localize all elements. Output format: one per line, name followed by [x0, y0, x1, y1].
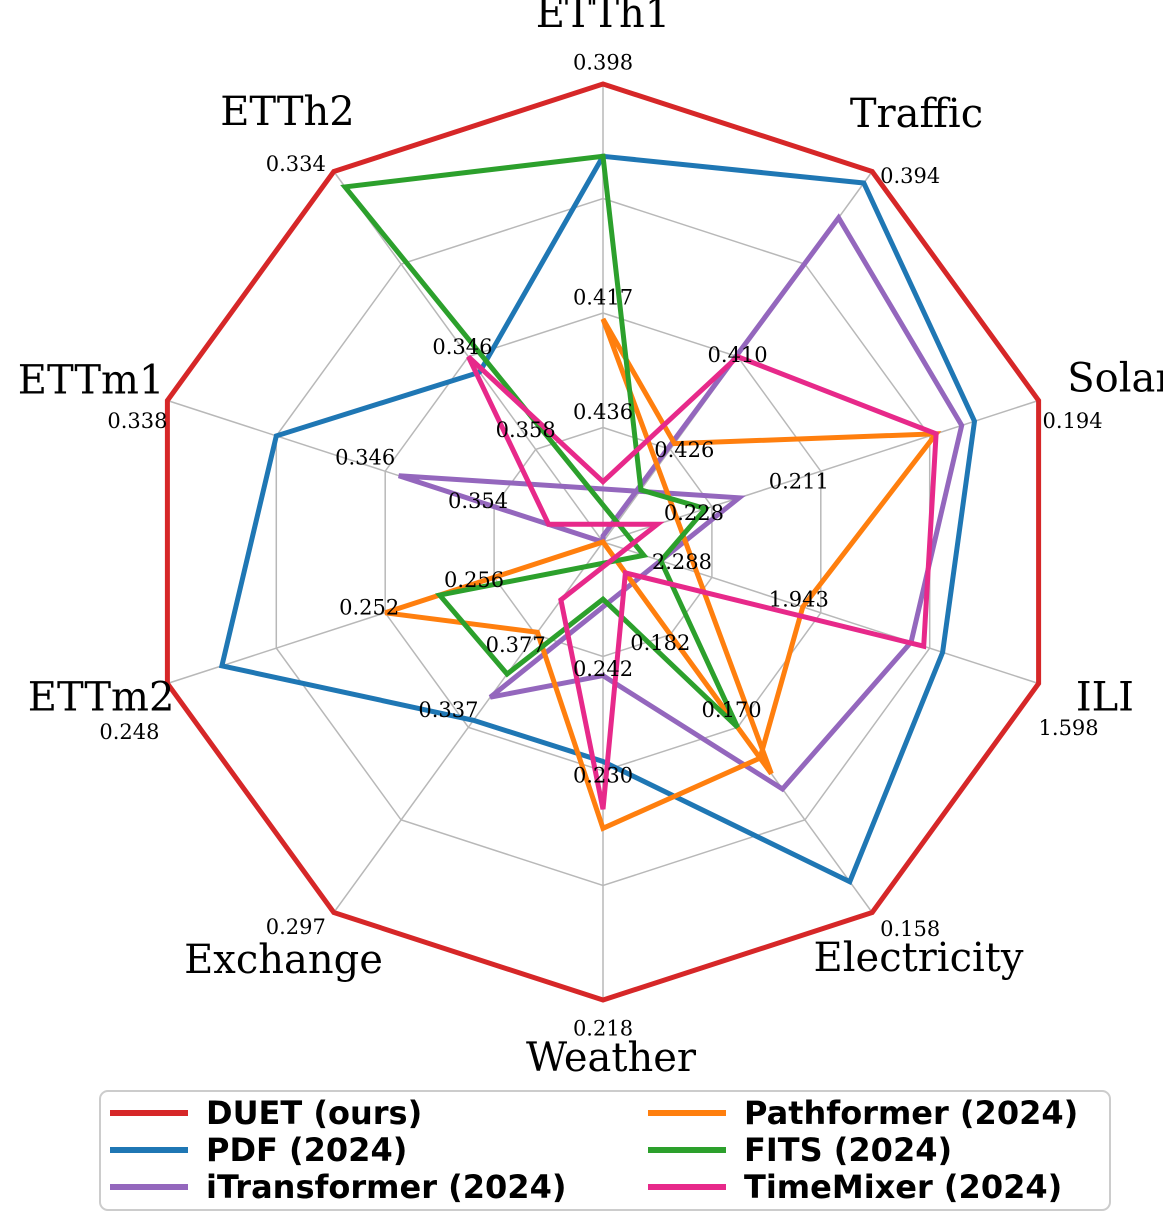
axis-name-electricity: Electricity [814, 935, 1024, 981]
tick-label-ettm2-2: 0.252 [339, 595, 399, 619]
tick-label-ettm2-3: 0.248 [99, 720, 159, 744]
tick-label-traffic-1: 0.426 [654, 438, 714, 462]
series-line-pathformer-2024 [384, 317, 942, 832]
series-line-pdf-2024 [218, 153, 978, 886]
tick-label-etth2-1: 0.358 [496, 418, 556, 442]
axis-name-ili: ILI [1076, 675, 1134, 721]
tick-label-traffic-2: 0.410 [708, 343, 768, 367]
tick-label-ettm1-3: 0.338 [107, 409, 167, 433]
tick-label-ettm1-2: 0.346 [335, 446, 395, 470]
tick-label-electricity-2: 0.170 [702, 698, 762, 722]
tick-label-ili-3: 1.598 [1039, 716, 1099, 740]
series-line-fits-2024 [340, 153, 740, 730]
tick-label-ettm1-1: 0.354 [448, 489, 508, 513]
legend: DUET (ours)PDF (2024)iTransformer (2024)… [99, 1090, 1111, 1211]
spoke-ili [602, 541, 1039, 685]
axis-name-etth2: ETTh2 [220, 89, 355, 135]
tick-label-etth2-3: 0.334 [266, 152, 326, 176]
tick-label-ettm2-1: 0.256 [444, 568, 504, 592]
series-line-duet-ours [164, 81, 1042, 1003]
axis-name-ettm1: ETTm1 [18, 358, 165, 404]
axis-name-ettm2: ETTm2 [28, 675, 175, 721]
radar-series [164, 81, 1042, 1003]
axis-name-traffic: Traffic [850, 91, 983, 137]
tick-label-exchange-1: 0.377 [486, 633, 546, 657]
axis-name-etth1: ETTh1 [536, 0, 671, 37]
axis-name-exchange: Exchange [184, 937, 383, 983]
tick-label-exchange-2: 0.337 [418, 698, 478, 722]
legend-label-6: TimeMixer (2024) [744, 1168, 1062, 1206]
tick-label-etth2-2: 0.346 [432, 335, 492, 359]
tick-label-electricity-1: 0.182 [630, 631, 690, 655]
tick-label-etth1-1: 0.436 [573, 400, 633, 424]
tick-label-electricity-3: 0.158 [880, 917, 940, 941]
axis-name-weather: Weather [526, 1035, 697, 1081]
tick-label-etth1-3: 0.398 [573, 51, 633, 75]
tick-label-exchange-3: 0.297 [266, 915, 326, 939]
tick-label-ili-1: 2.288 [652, 550, 712, 574]
legend-label-3: iTransformer (2024) [206, 1168, 566, 1206]
tick-label-ili-2: 1.943 [769, 587, 829, 611]
tick-label-solar-3: 0.194 [1043, 409, 1103, 433]
tick-label-weather-3: 0.218 [573, 1017, 633, 1041]
series-line-timemixer-2024 [466, 353, 939, 810]
legend-label-2: PDF (2024) [206, 1131, 407, 1169]
tick-label-weather-1: 0.242 [573, 657, 633, 681]
legend-label-5: FITS (2024) [744, 1131, 952, 1169]
spoke-exchange [333, 541, 604, 913]
legend-label-4: Pathformer (2024) [744, 1094, 1078, 1132]
tick-label-solar-2: 0.211 [769, 470, 829, 494]
tick-label-traffic-3: 0.394 [880, 164, 940, 188]
axis-name-solar: Solar [1067, 356, 1163, 402]
legend-frame [99, 1090, 1111, 1211]
radar-labels: 0.436 0.417 0.398 0.426 0.410 0.394 0.228 0.211… [18, 0, 1163, 1081]
tick-label-etth1-2: 0.417 [573, 286, 633, 310]
legend-label-1: DUET (ours) [206, 1094, 422, 1132]
tick-label-solar-1: 0.228 [664, 501, 724, 525]
series-line-itransformer-2024 [398, 213, 965, 793]
tick-label-weather-2: 0.230 [573, 764, 633, 788]
